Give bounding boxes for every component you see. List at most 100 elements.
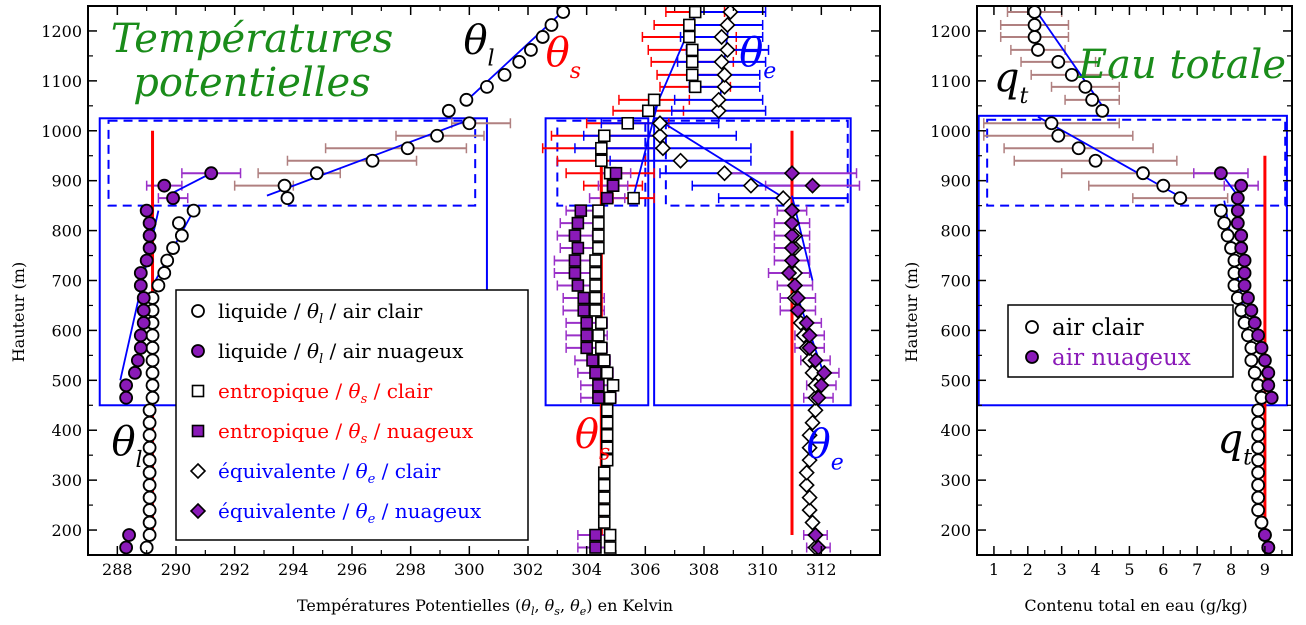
right-ytick-label-9: 1100 — [930, 72, 971, 91]
left-annotation-3: θl — [111, 419, 142, 473]
left-point-4-32 — [654, 140, 672, 157]
right-point-0-39 — [1051, 54, 1066, 69]
right-point-1-14 — [1234, 241, 1249, 255]
right-point-0-6 — [1251, 465, 1266, 480]
left-legend-text2-4: / clair — [375, 459, 440, 483]
left-point-3-1 — [589, 528, 602, 542]
right-xtick-label-6: 7 — [1192, 560, 1202, 579]
left-point-4-34 — [651, 115, 669, 132]
left-point-0-29 — [277, 178, 292, 193]
left-point-3-18 — [600, 191, 614, 205]
left-annotation-5: θe — [807, 422, 844, 476]
left-xtick-label-5: 298 — [395, 560, 426, 579]
left-point-1-17 — [139, 203, 154, 218]
left-legend-text-3: entropique / — [218, 419, 349, 443]
left-point-2-10 — [600, 416, 614, 430]
left-legend-label-1: liquide / θl / air nuageux — [218, 339, 464, 367]
left-legend-sym-3: θ — [349, 419, 361, 443]
left-legend-marker-0 — [191, 304, 205, 318]
right-point-0-35 — [1095, 103, 1110, 118]
left-legend-sub-4: e — [368, 472, 376, 487]
left-point-5-6 — [801, 339, 818, 357]
right-point-0-25 — [1220, 228, 1235, 243]
left-point-3-20 — [609, 166, 623, 180]
left-point-1-7 — [133, 328, 148, 343]
left-title-line2: potentielles — [133, 60, 371, 106]
left-point-0-34 — [462, 116, 477, 131]
right-point-0-11 — [1251, 403, 1266, 418]
left-point-2-20 — [589, 291, 602, 305]
left-point-2-38 — [685, 68, 699, 82]
right-point-1-0 — [1261, 540, 1276, 555]
left-point-5-14 — [783, 239, 801, 257]
right-point-0-28 — [1173, 191, 1188, 206]
left-point-1-10 — [136, 291, 151, 305]
left-point-1-13 — [139, 253, 154, 268]
left-point-5-13 — [783, 252, 801, 269]
left-xtick-label-2: 292 — [219, 560, 250, 579]
right-annotation-sub-1: t — [1243, 446, 1252, 471]
left-point-4-3 — [801, 501, 818, 519]
left-legend-sub-5: e — [368, 512, 376, 527]
left-legend-sub-2: s — [361, 392, 368, 407]
left-point-2-13 — [606, 379, 620, 392]
right-xtick-label-1: 2 — [1023, 560, 1033, 579]
left-point-5-3 — [813, 377, 830, 394]
left-legend-label-3: entropique / θs / nuageux — [218, 419, 474, 447]
left-point-4-4 — [801, 489, 818, 506]
right-xtick-label-2: 3 — [1057, 560, 1067, 579]
left-annotation-sym-2: θ — [739, 30, 763, 76]
left-region-box-2 — [544, 117, 650, 407]
right-legend-marker-0 — [1025, 320, 1039, 334]
left-point-3-11 — [571, 279, 585, 292]
right-xlabel: Contenu total en eau (g/kg) — [1024, 596, 1247, 615]
left-legend-marker-2 — [191, 384, 205, 398]
left-point-3-17 — [574, 204, 588, 217]
left-legend-text2-3: / nuageux — [367, 419, 474, 443]
right-xtick-label-5: 6 — [1158, 560, 1168, 579]
left-legend-text-0: liquide / — [218, 299, 307, 323]
left-point-4-8 — [801, 439, 818, 456]
left-annotation-2: θe — [739, 30, 776, 84]
right-point-1-13 — [1237, 253, 1252, 268]
left-point-1-11 — [133, 278, 148, 293]
left-annotation-sym-3: θ — [111, 419, 135, 465]
left-point-2-28 — [627, 191, 640, 205]
left-point-2-19 — [589, 304, 602, 317]
right-point-1-18 — [1230, 191, 1245, 206]
left-ytick-label-4: 600 — [51, 321, 82, 340]
left-point-1-2 — [119, 390, 134, 405]
left-legend-sub-0: l — [319, 312, 323, 327]
right-ytick-label-7: 900 — [940, 172, 971, 191]
right-xtick-label-8: 9 — [1260, 560, 1270, 579]
left-point-0-32 — [400, 141, 415, 156]
left-point-1-16 — [142, 216, 157, 231]
left-xtick-label-12: 312 — [806, 560, 837, 579]
left-title-line1: Températures — [111, 16, 394, 62]
left-point-5-18 — [804, 177, 821, 194]
right-point-0-30 — [1136, 166, 1150, 181]
right-point-1-15 — [1234, 228, 1249, 243]
left-point-2-2 — [597, 516, 611, 529]
left-point-0-16 — [145, 340, 160, 355]
left-xtick-label-1: 290 — [161, 560, 192, 579]
left-annotation-0: θl — [463, 17, 494, 71]
right-xtick-label-0: 1 — [989, 560, 999, 579]
right-point-1-17 — [1230, 203, 1245, 218]
left-xtick-label-6: 300 — [454, 560, 485, 579]
left-plot-area — [98, 6, 861, 555]
right-point-1-1 — [1258, 528, 1272, 542]
left-point-4-28 — [775, 190, 792, 207]
left-point-2-5 — [597, 478, 611, 492]
left-point-2-40 — [685, 43, 699, 57]
left-point-5-4 — [816, 364, 833, 381]
left-legend-label-2: entropique / θs / clair — [218, 379, 433, 407]
right-point-0-37 — [1078, 79, 1093, 94]
left-point-0-2 — [142, 515, 157, 530]
left-ytick-label-5: 700 — [51, 272, 82, 291]
left-point-1-3 — [119, 378, 134, 393]
right-point-1-10 — [1241, 291, 1255, 305]
right-legend-label-0: air clair — [1052, 315, 1144, 341]
left-annotation-sym-5: θ — [807, 422, 831, 468]
left-xtick-label-9: 306 — [630, 560, 661, 579]
